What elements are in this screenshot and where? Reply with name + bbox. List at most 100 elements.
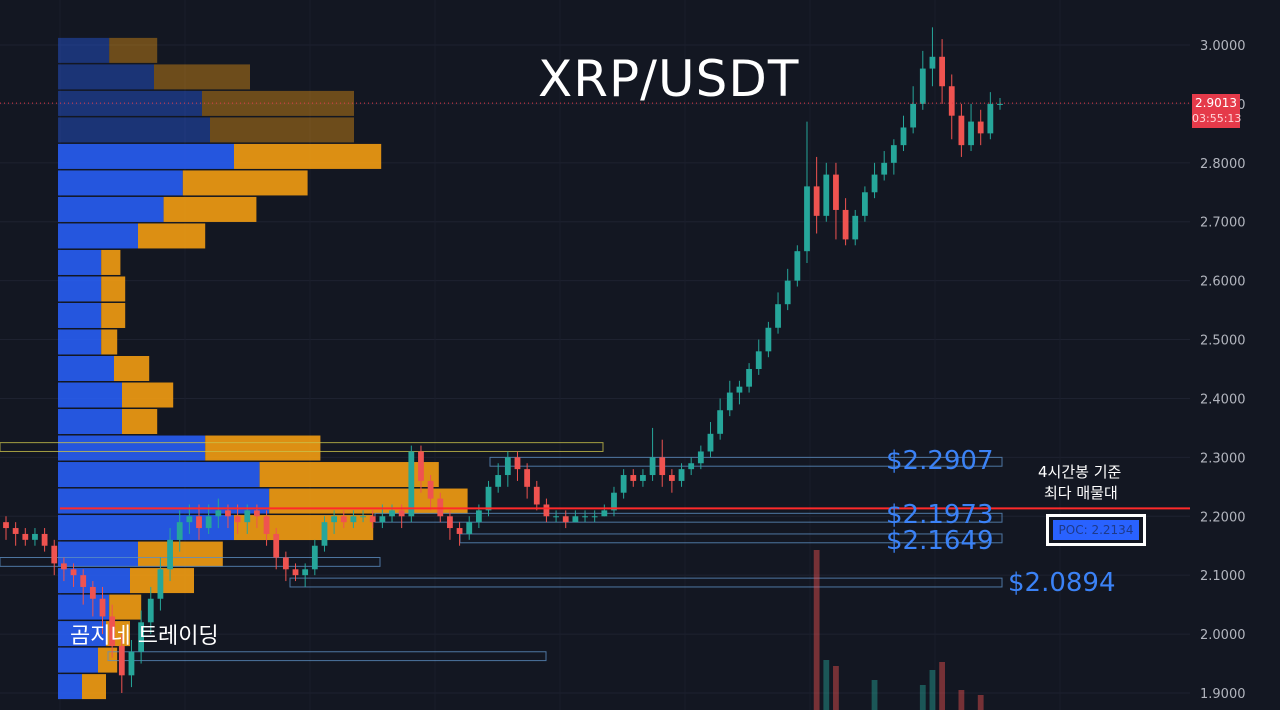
- vp-sell-bar: [205, 435, 321, 461]
- vp-buy-bar: [58, 515, 234, 541]
- candle-body: [427, 480, 434, 499]
- candle-body: [22, 533, 29, 540]
- candle-body: [447, 516, 453, 529]
- candle-body: [51, 545, 58, 564]
- volume-bar: [833, 666, 839, 710]
- candle-body: [533, 486, 540, 505]
- vp-buy-bar: [58, 462, 260, 488]
- candle-body: [746, 369, 752, 387]
- candle-body: [41, 533, 48, 546]
- candle-body: [890, 145, 897, 163]
- candle-body: [987, 103, 994, 134]
- candle-body: [215, 510, 222, 517]
- candle-body: [649, 457, 656, 476]
- note-line-2: 최다 매물대: [1044, 484, 1118, 502]
- last-price-tag: 2.9013 03:55:13: [1192, 94, 1242, 128]
- candle-body: [109, 616, 116, 646]
- candle-body: [611, 492, 617, 511]
- candle-body: [167, 539, 173, 570]
- y-tick-label: 2.1000: [1200, 569, 1246, 584]
- candle-body: [475, 510, 482, 523]
- vp-sell-bar: [138, 223, 206, 249]
- vp-buy-bar: [58, 90, 202, 116]
- vp-buy-bar: [58, 64, 154, 90]
- candle-body: [765, 327, 772, 352]
- vp-buy-bar: [58, 621, 106, 647]
- candle-body: [852, 215, 859, 240]
- zone-box: [289, 577, 1003, 588]
- volume-bar: [958, 690, 965, 710]
- candle-body: [456, 528, 463, 534]
- candle-body: [977, 121, 984, 134]
- y-tick-label: 2.4000: [1200, 392, 1246, 407]
- candle-body: [340, 516, 347, 523]
- note-line-1: 4시간봉 기준: [1038, 463, 1122, 481]
- candle-body: [99, 598, 106, 617]
- candle-body: [273, 533, 280, 558]
- level-label-2-0894: $2.0894: [1008, 568, 1116, 598]
- candle-body: [697, 451, 704, 464]
- vp-sell-bar: [101, 329, 118, 355]
- candle-body: [630, 475, 637, 481]
- vp-sell-bar: [182, 170, 308, 196]
- candle-body: [668, 475, 675, 481]
- vp-buy-bar: [58, 356, 114, 381]
- vp-sell-bar: [154, 64, 250, 90]
- candle-body: [939, 56, 945, 87]
- vp-buy-bar: [58, 249, 102, 275]
- candle-body: [929, 56, 936, 69]
- candle-body: [350, 516, 357, 523]
- vp-sell-bar: [234, 143, 382, 169]
- y-tick-label: 3.0000: [1200, 39, 1246, 54]
- y-tick-label: 2.2000: [1200, 510, 1246, 525]
- candle-body: [138, 622, 145, 652]
- candle-countdown: 03:55:13: [1192, 112, 1242, 125]
- vp-sell-bar: [101, 249, 121, 275]
- candle-body: [292, 569, 299, 576]
- candle-body: [157, 569, 164, 599]
- candle-body: [3, 522, 9, 529]
- level-label-2-1649: $2.1649: [886, 526, 994, 556]
- volume-bar: [929, 670, 936, 710]
- candle-body: [948, 86, 955, 116]
- candle-body: [263, 516, 270, 534]
- vp-buy-bar: [58, 329, 102, 355]
- candle-body: [408, 451, 415, 517]
- chart-title: XRP/USDT: [538, 50, 800, 108]
- candle-body: [495, 475, 502, 487]
- y-axis-layer: 3.00002.90002.80002.70002.60002.50002.40…: [1200, 39, 1246, 702]
- volume-bar: [871, 680, 878, 710]
- candle-body: [784, 280, 791, 305]
- candle-body: [32, 533, 38, 540]
- poc-label: POC: 2.2134: [1052, 520, 1140, 540]
- zone-box: [107, 651, 547, 662]
- vp-sell-bar: [101, 302, 126, 328]
- candle-body: [485, 486, 492, 511]
- candle-body: [128, 651, 135, 676]
- candle-body: [89, 586, 96, 599]
- vp-buy-bar: [58, 541, 138, 567]
- candle-body: [861, 192, 868, 216]
- volume-bar: [919, 685, 926, 710]
- candle-body: [225, 510, 231, 517]
- candle-body: [562, 516, 569, 523]
- level-label-2-1973: $2.1973: [886, 500, 994, 530]
- vp-sell-bar: [109, 37, 158, 63]
- candle-body: [418, 451, 424, 481]
- candle-body: [726, 392, 733, 411]
- candle-body: [717, 410, 724, 434]
- candle-body: [968, 121, 974, 146]
- candle-body: [543, 504, 550, 517]
- volume-bar: [977, 695, 984, 710]
- vp-sell-bar: [101, 276, 126, 302]
- y-tick-label: 1.9000: [1200, 687, 1246, 702]
- vp-sell-bar: [122, 382, 174, 408]
- vp-buy-bar: [58, 647, 98, 673]
- zone-box: [0, 442, 604, 452]
- candle-body: [466, 522, 473, 534]
- candle-body: [910, 103, 917, 128]
- candle-body: [591, 516, 598, 518]
- y-tick-label: 2.3000: [1200, 451, 1246, 466]
- candle-body: [80, 575, 87, 587]
- candle-body: [331, 516, 338, 523]
